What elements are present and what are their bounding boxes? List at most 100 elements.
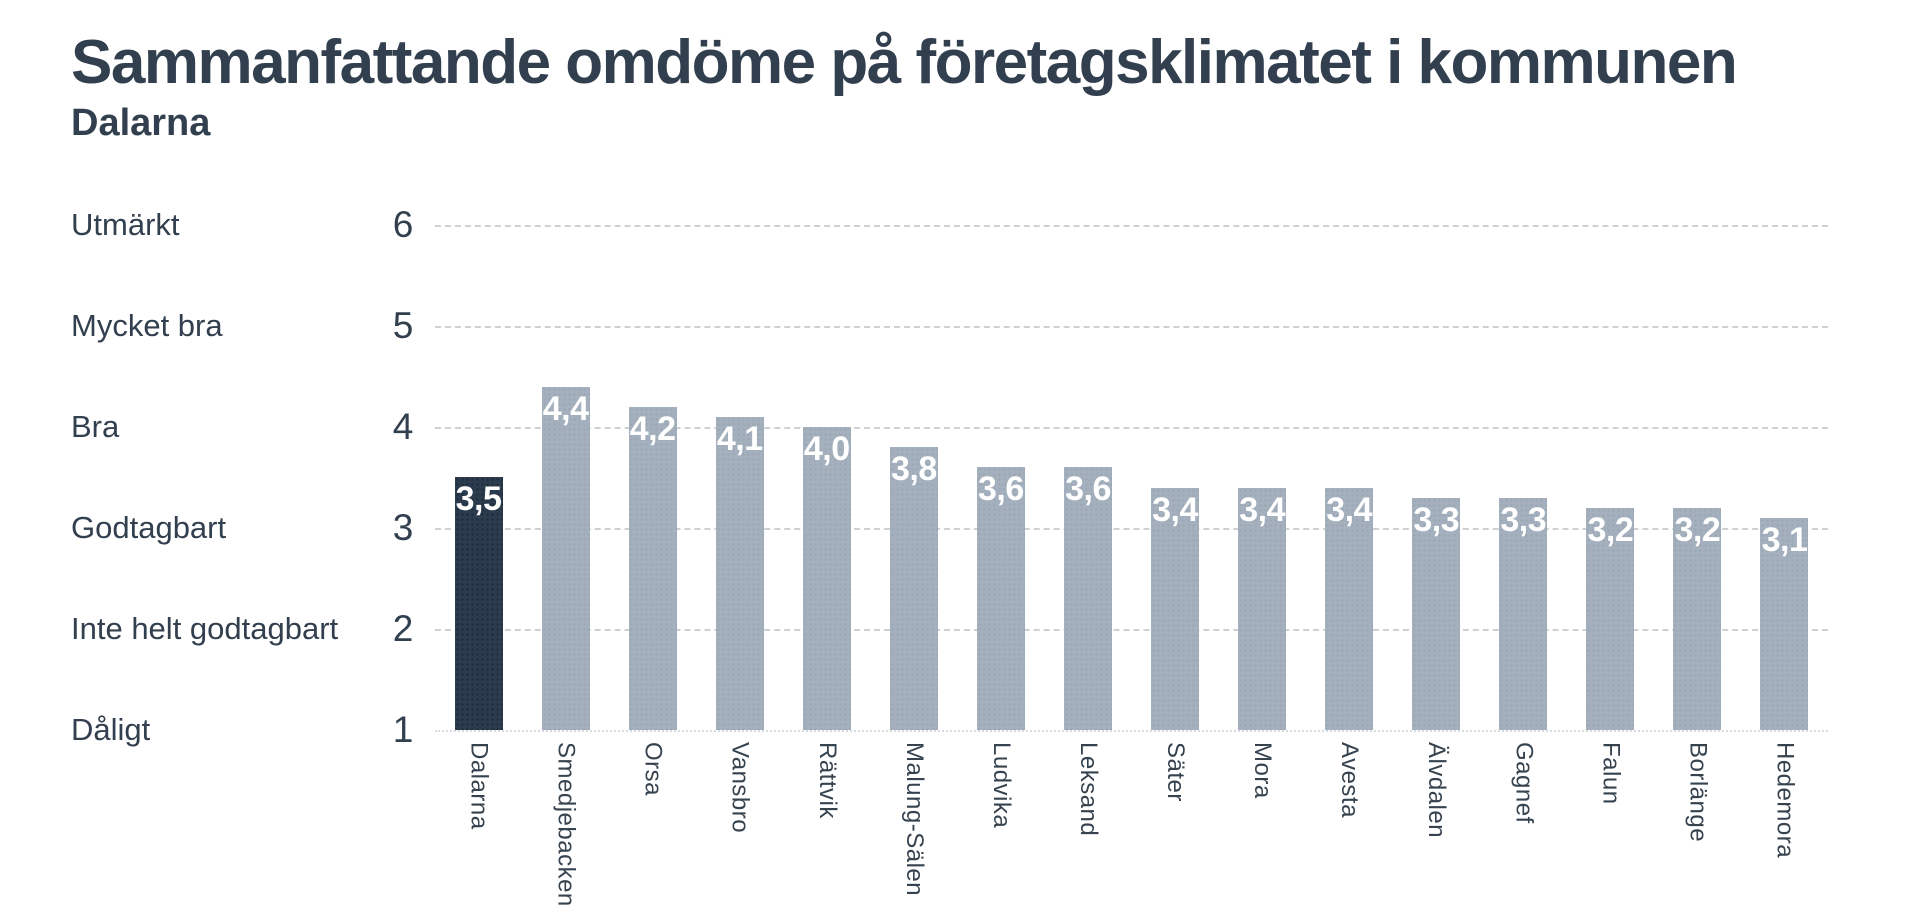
bar-group: 3,4 <box>1306 225 1393 730</box>
x-axis-label-slot: Borlänge <box>1654 742 1741 907</box>
x-category-label: Gagnef <box>1510 741 1538 824</box>
tick-label: 1 <box>392 708 414 750</box>
x-category-label: Smedjebacken <box>552 741 580 907</box>
bar-value-label: 3,8 <box>890 450 937 489</box>
x-axis-labels: Dalarna Smedjebacken Orsa Vansbro Rättvik Mal… <box>435 742 1828 907</box>
bars-row: 3,5 4,4 4,2 4,1 4,0 3,8 3,6 3,6 3,4 3,4 3,4 3,3 3,3 3… <box>435 225 1828 730</box>
rating-label: Godtagbart <box>71 509 227 545</box>
x-axis-label-slot: Gagnef <box>1480 742 1567 907</box>
bar-group: 3,6 <box>1044 225 1131 730</box>
x-axis-label-slot: Hedemora <box>1741 742 1828 907</box>
x-axis-label-slot: Älvdalen <box>1393 742 1480 907</box>
x-category-label: Säter <box>1162 741 1190 802</box>
x-category-label: Hedemora <box>1771 741 1799 859</box>
gridline <box>435 426 1828 429</box>
x-axis-label-slot: Malung-Sälen <box>870 742 957 907</box>
bar-chart: Utmärkt Mycket bra Bra Godtagbart Inte helt … <box>71 204 1828 907</box>
bar: 4,4 <box>541 386 590 730</box>
x-axis-label-slot: Falun <box>1567 742 1654 907</box>
bar: 3,2 <box>1673 507 1722 730</box>
bar-value-label: 3,4 <box>1239 490 1285 529</box>
x-category-label: Leksand <box>1074 741 1102 837</box>
bar-group: 3,8 <box>870 225 957 730</box>
bar: 3,4 <box>1151 487 1200 730</box>
bar: 3,6 <box>1063 467 1112 730</box>
x-axis-label-slot: Avesta <box>1306 742 1393 907</box>
x-axis-label-slot: Mora <box>1219 742 1306 907</box>
bar: 3,8 <box>889 447 938 730</box>
rating-label: Bra <box>71 408 120 444</box>
bar-value-label: 3,4 <box>1152 490 1198 529</box>
bar: 4,0 <box>802 426 851 730</box>
x-category-label: Malung-Sälen <box>900 741 928 897</box>
bar-group: 4,2 <box>609 225 696 730</box>
x-category-label: Orsa <box>639 741 667 796</box>
bar-group: 3,1 <box>1741 225 1828 730</box>
bar-value-label: 3,4 <box>1326 490 1373 529</box>
x-category-label: Ludvika <box>987 741 1015 829</box>
bar: 3,2 <box>1586 507 1635 730</box>
bar-group: 4,0 <box>783 225 870 730</box>
bar-group: 3,3 <box>1393 225 1480 730</box>
rating-label: Mycket bra <box>71 307 223 343</box>
x-axis-label-slot: Dalarna <box>435 742 522 907</box>
x-axis-label-slot: Rättvik <box>783 742 870 907</box>
x-category-label: Vansbro <box>726 741 754 834</box>
x-category-label: Rättvik <box>813 741 841 819</box>
x-category-label: Borlänge <box>1684 741 1712 843</box>
bar-highlighted: 3,5 <box>454 477 503 730</box>
x-category-label: Avesta <box>1336 741 1364 818</box>
rating-label: Inte helt godtagbart <box>71 610 339 646</box>
tick-label: 5 <box>392 304 414 346</box>
y-axis-tick-labels: 6 5 4 3 2 1 <box>379 204 427 750</box>
x-axis-label-slot: Smedjebacken <box>522 742 609 907</box>
x-category-label: Älvdalen <box>1423 741 1451 839</box>
bar: 3,4 <box>1238 487 1287 730</box>
bar: 3,3 <box>1412 497 1461 730</box>
gridline <box>435 224 1828 227</box>
rating-label: Dåligt <box>71 711 151 747</box>
bar-group: 3,4 <box>1132 225 1219 730</box>
bar: 3,6 <box>976 467 1025 730</box>
bar-value-label: 3,3 <box>1413 500 1460 539</box>
gridline <box>435 729 1828 732</box>
bar-group: 4,1 <box>696 225 783 730</box>
tick-label: 4 <box>392 405 414 447</box>
tick-label: 3 <box>392 506 414 548</box>
bar-group: 3,2 <box>1567 225 1654 730</box>
bar: 3,3 <box>1499 497 1548 730</box>
bar-group: 3,5 <box>435 225 522 730</box>
gridline <box>435 527 1828 530</box>
tick-label: 2 <box>392 607 414 649</box>
bar-group: 4,4 <box>522 225 609 730</box>
bar-value-label: 3,2 <box>1674 510 1721 549</box>
bar-value-label: 3,6 <box>978 470 1024 509</box>
bar-value-label: 3,2 <box>1587 510 1634 549</box>
x-axis-label-slot: Leksand <box>1044 742 1131 907</box>
rating-label: Utmärkt <box>71 206 180 242</box>
chart-header: Sammanfattande omdöme på företagsklimate… <box>0 0 1920 145</box>
x-category-label: Mora <box>1249 741 1277 799</box>
bar-value-label: 3,1 <box>1761 520 1808 559</box>
plot-area: 3,5 4,4 4,2 4,1 4,0 3,8 3,6 3,6 3,4 3,4 3,4 3,3 3,3 3… <box>435 224 1828 907</box>
x-category-label: Dalarna <box>465 741 493 830</box>
gridline <box>435 628 1828 631</box>
bar-value-label: 4,4 <box>542 389 589 428</box>
bar-value-label: 4,0 <box>803 429 850 468</box>
bar-value-label: 3,6 <box>1065 470 1111 509</box>
plot-grid: 3,5 4,4 4,2 4,1 4,0 3,8 3,6 3,6 3,4 3,4 3,4 3,3 3,3 3… <box>435 224 1828 732</box>
bar-value-label: 4,1 <box>716 419 763 458</box>
bar-group: 3,6 <box>957 225 1044 730</box>
bar: 4,2 <box>628 406 677 730</box>
y-axis-rating-labels: Utmärkt Mycket bra Bra Godtagbart Inte helt … <box>71 207 379 747</box>
bar: 3,4 <box>1325 487 1374 730</box>
bar-group: 3,4 <box>1219 225 1306 730</box>
tick-label: 6 <box>392 203 414 245</box>
x-axis-label-slot: Säter <box>1132 742 1219 907</box>
gridline <box>435 325 1828 328</box>
bar-value-label: 3,5 <box>455 480 502 519</box>
bar-value-label: 4,2 <box>629 409 676 448</box>
x-category-label: Falun <box>1597 741 1625 805</box>
x-axis-label-slot: Vansbro <box>696 742 783 907</box>
